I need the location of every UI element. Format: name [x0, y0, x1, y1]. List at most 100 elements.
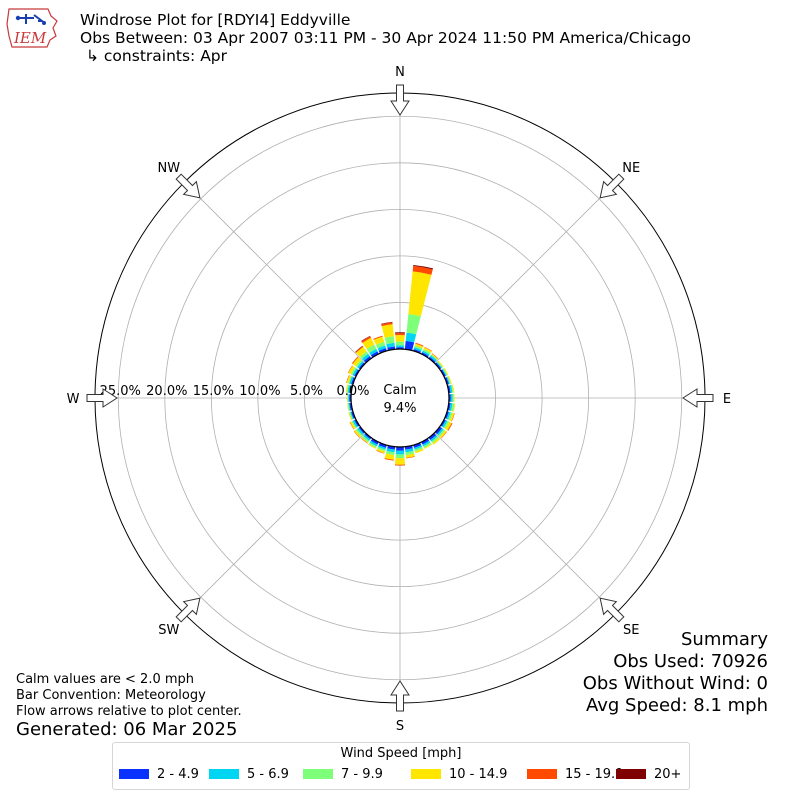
rose-bar-segment — [349, 421, 356, 430]
rose-bar-segment — [443, 367, 449, 376]
legend-label: 15 - 19.9 — [565, 767, 624, 782]
rose-bar-segment — [435, 426, 443, 435]
calm-circle — [350, 348, 450, 448]
legend-swatch — [527, 768, 557, 779]
legend-label: 5 - 6.9 — [247, 767, 289, 782]
rose-bar-segment — [431, 353, 439, 359]
rose-bar-segment — [440, 419, 446, 427]
rose-bar-segment — [395, 335, 405, 342]
rose-bar-segment — [347, 403, 350, 412]
rose-bar-segment — [354, 419, 360, 427]
rose-bar-segment — [430, 435, 438, 442]
rose-bar-segment — [346, 394, 348, 402]
direction-label: SW — [158, 623, 179, 638]
rose-bar-segment — [351, 356, 359, 364]
rose-bar-segment — [377, 445, 386, 450]
rose-bar-segment — [347, 384, 351, 393]
rose-bar-segment — [376, 341, 386, 349]
rose-bar-segment — [415, 448, 424, 454]
rose-bar-segment — [446, 376, 450, 385]
summary-obs-used: Obs Used: 70926 — [613, 651, 768, 672]
rose-bar-segment — [348, 394, 350, 402]
rose-bar-segment — [376, 450, 385, 454]
rose-bar-segment — [349, 412, 353, 420]
rose-bar-segment — [369, 440, 378, 447]
rose-bar-segment — [448, 412, 453, 421]
rose-bar-segment — [442, 368, 447, 376]
rose-bar-segment — [347, 403, 349, 412]
rose-bar-segment — [352, 368, 358, 376]
rose-bar-segment — [358, 362, 365, 370]
radial-tick-label: 20.0% — [146, 384, 187, 399]
rose-bar-segment — [452, 403, 456, 412]
legend-title: Wind Speed [mph] — [340, 746, 462, 761]
radial-gridline — [184, 432, 366, 614]
rose-bar-segment — [346, 375, 352, 384]
calm-value: 9.4% — [383, 401, 416, 416]
rose-bar-segment — [373, 336, 385, 345]
rose-bar-segment — [349, 376, 354, 385]
rose-bar-segment — [355, 346, 364, 353]
rose-bar-segment — [443, 420, 450, 429]
bar-convention-note: Bar Convention: Meteorology — [16, 688, 206, 703]
rose-bar-segment — [376, 448, 385, 454]
rose-bar-segment — [413, 347, 422, 352]
rose-bar-segment — [405, 450, 415, 456]
rose-bar-segment — [370, 351, 379, 358]
grid-circle — [257, 255, 543, 541]
grid-circle — [304, 302, 496, 494]
rose-bar-segment — [363, 434, 371, 441]
rose-bar-segment — [413, 442, 422, 448]
rose-bar-segment — [441, 431, 447, 439]
rose-bar-segment — [363, 355, 372, 363]
rose-bar-segment — [413, 264, 434, 270]
rose-bar-segment — [361, 353, 370, 361]
rose-bar-segment — [352, 420, 358, 428]
rose-bar-segment — [355, 345, 363, 353]
rose-bar-segment — [358, 426, 365, 434]
rose-bar-segment — [451, 403, 455, 412]
direction-label: E — [723, 392, 731, 407]
direction-label: N — [395, 65, 405, 80]
legend-swatch — [616, 768, 646, 779]
rose-bar-segment — [369, 348, 378, 356]
legend-swatch — [303, 768, 333, 779]
rose-bar-segment — [422, 440, 431, 447]
summary-avg-speed: Avg Speed: 8.1 mph — [586, 695, 768, 716]
rose-bar-segment — [381, 321, 393, 325]
rose-bar-segment — [377, 446, 386, 452]
legend-item: 15 - 19.9 — [527, 767, 623, 783]
flow-arrow-icon — [390, 680, 410, 712]
rose-bar-segment — [354, 429, 361, 438]
rose-bar-segment — [430, 354, 438, 361]
rose-bar-segment — [386, 342, 395, 348]
rose-bar-segment — [348, 403, 351, 411]
obs-between-text: Obs Between: 03 Apr 2007 03:11 PM - 30 A… — [80, 29, 692, 47]
constraints-text: ↳ constraints: Apr — [86, 47, 228, 65]
rose-bar-segment — [414, 345, 423, 350]
summary-obs-without-wind: Obs Without Wind: 0 — [582, 673, 768, 694]
rose-bar-segment — [423, 347, 432, 353]
rose-bar-segment — [412, 265, 433, 275]
legend-item: 7 - 9.9 — [303, 767, 383, 783]
rose-bar-segment — [432, 437, 441, 445]
rose-bar-segment — [421, 352, 429, 358]
rose-bar-segment — [361, 336, 372, 343]
rose-bar-segment — [354, 369, 360, 377]
rose-bar-segment — [368, 442, 377, 449]
rose-bar-segment — [422, 350, 430, 356]
rose-bar-segment — [370, 438, 379, 445]
legend-label: 20+ — [654, 767, 682, 782]
rose-bar-segment — [384, 336, 395, 345]
calm-note: Calm values are < 2.0 mph — [16, 672, 195, 687]
radial-gridline — [434, 182, 616, 364]
direction-label: S — [396, 719, 404, 734]
grid-circle — [164, 162, 636, 634]
rose-bar-segment — [405, 453, 415, 458]
radial-tick-label: 10.0% — [239, 384, 280, 399]
rose-bar-segment — [359, 351, 369, 359]
flow-arrow-icon — [682, 388, 714, 408]
flow-arrow-icon — [175, 597, 201, 623]
rose-bar-segment — [415, 342, 424, 347]
rose-bar-segment — [346, 384, 349, 393]
